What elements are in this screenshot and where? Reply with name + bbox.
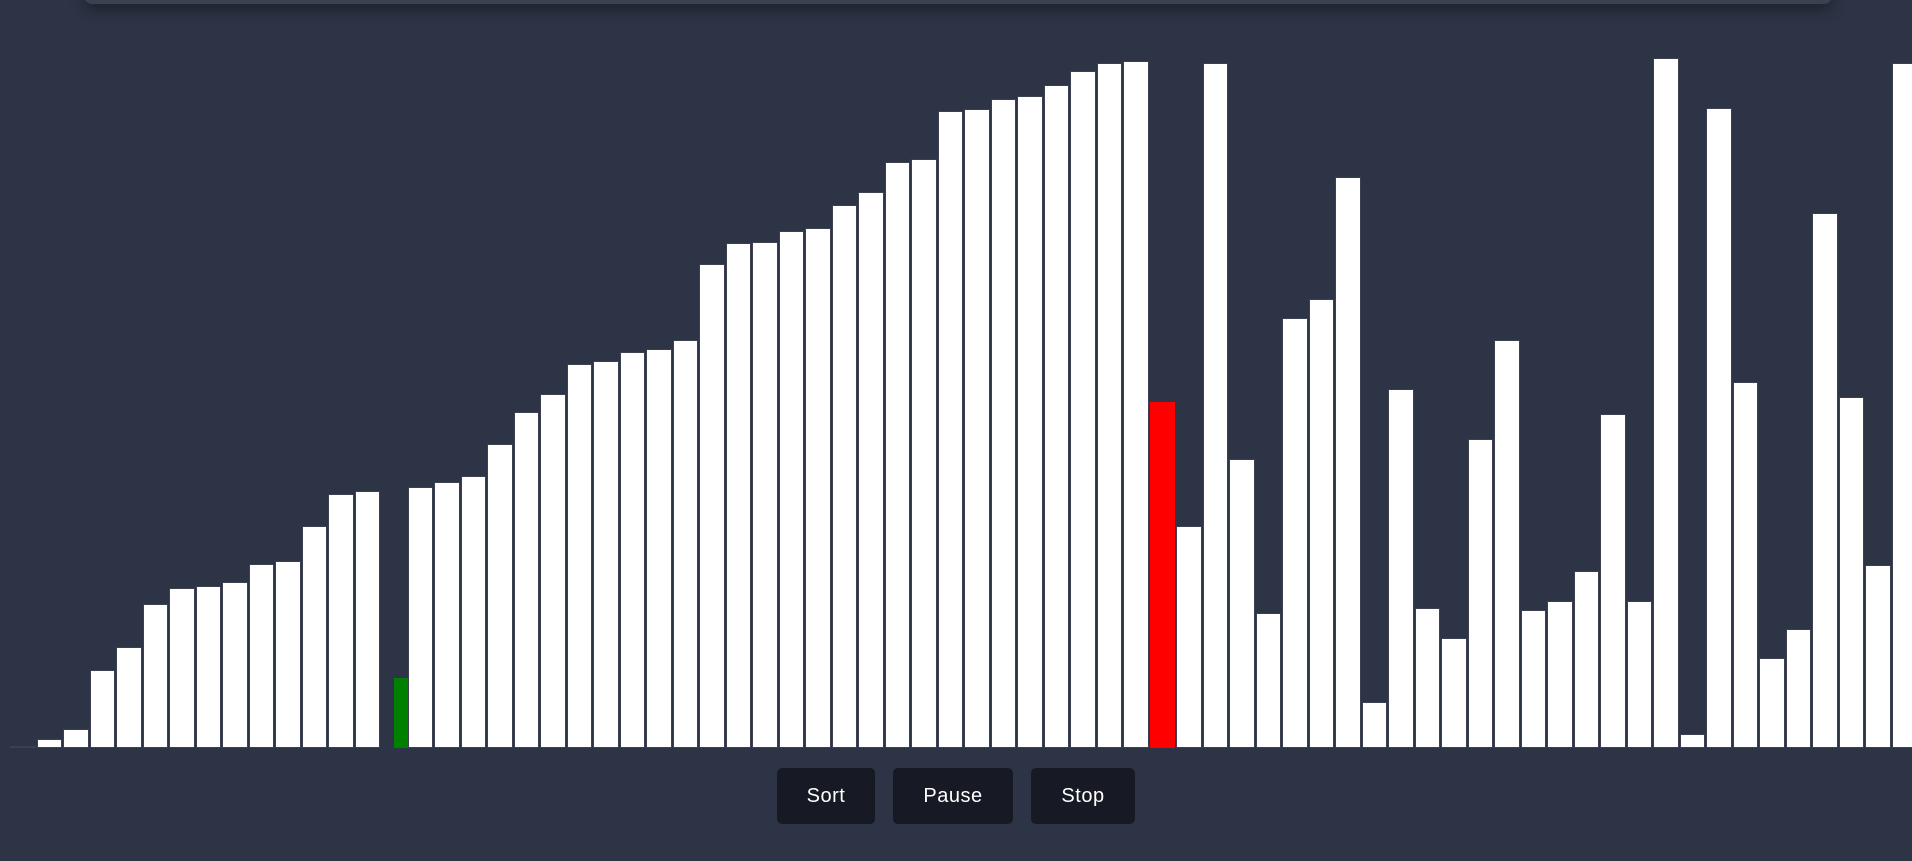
- array-bar: [619, 351, 645, 748]
- top-panel: [84, 0, 1832, 4]
- array-bar-comparing: [1149, 401, 1175, 748]
- array-bar: [566, 364, 592, 748]
- array-bar: [1732, 382, 1758, 748]
- array-bar: [1229, 458, 1255, 748]
- array-bar: [1706, 108, 1732, 748]
- stop-button[interactable]: Stop: [1031, 768, 1135, 824]
- array-bar: [1679, 733, 1705, 748]
- array-bar: [911, 159, 937, 748]
- array-bar: [1441, 637, 1467, 748]
- array-bar: [1600, 414, 1626, 748]
- array-bar: [884, 161, 910, 748]
- array-bar: [1096, 62, 1122, 748]
- array-bar: [1865, 565, 1891, 748]
- array-bar: [1467, 438, 1493, 748]
- array-bar: [142, 603, 168, 748]
- array-bar: [487, 443, 513, 748]
- array-bar: [593, 360, 619, 748]
- array-bar: [1520, 610, 1546, 748]
- array-bar: [990, 99, 1016, 748]
- array-bar: [513, 411, 539, 748]
- array-bar: [937, 111, 963, 748]
- array-bar: [1361, 701, 1387, 748]
- array-bar: [1308, 298, 1334, 748]
- pause-button[interactable]: Pause: [893, 768, 1013, 824]
- array-bar: [275, 561, 301, 748]
- array-bar: [1335, 176, 1361, 748]
- sort-button[interactable]: Sort: [777, 768, 875, 824]
- array-bar: [10, 746, 36, 748]
- array-bar: [1070, 71, 1096, 748]
- array-bar: [407, 486, 433, 748]
- array-bar: [752, 241, 778, 748]
- array-bar: [1626, 601, 1652, 748]
- array-bar: [460, 476, 486, 748]
- array-bar: [540, 394, 566, 748]
- array-bar: [964, 109, 990, 748]
- array-bar: [63, 729, 89, 748]
- array-bar: [725, 242, 751, 748]
- array-bar: [831, 204, 857, 748]
- array-bar: [1494, 339, 1520, 748]
- array-bar: [328, 494, 354, 748]
- array-bar: [858, 191, 884, 748]
- array-bar: [222, 582, 248, 748]
- array-bar: [699, 263, 725, 748]
- array-bar: [1043, 84, 1069, 748]
- array-bar: [1123, 61, 1149, 748]
- array-bar: [434, 482, 460, 748]
- array-bar: [1176, 525, 1202, 748]
- array-bar: [1812, 213, 1838, 748]
- array-bar: [354, 490, 380, 748]
- array-bar: [1547, 601, 1573, 748]
- array-bar: [1414, 607, 1440, 748]
- array-bar: [1017, 95, 1043, 748]
- array-bar: [778, 230, 804, 748]
- array-bar: [36, 739, 62, 748]
- array-bar: [195, 585, 221, 748]
- array-bar: [1785, 629, 1811, 748]
- array-bar: [89, 670, 115, 748]
- array-bar: [301, 525, 327, 748]
- array-bar: [1255, 612, 1281, 748]
- array-bar: [1653, 58, 1679, 748]
- array-bar: [169, 587, 195, 748]
- controls-bar: Sort Pause Stop: [0, 768, 1912, 824]
- array-bar: [1202, 62, 1228, 748]
- array-bar: [1282, 318, 1308, 748]
- array-bar: [646, 348, 672, 748]
- array-bar: [248, 563, 274, 748]
- array-bar: [1759, 657, 1785, 748]
- array-bar: [1573, 570, 1599, 748]
- array-bar: [1838, 397, 1864, 748]
- bars-container: [10, 0, 1912, 748]
- array-bar: [1891, 62, 1912, 748]
- array-bar: [116, 647, 142, 748]
- array-bar: [1388, 389, 1414, 748]
- array-bar: [672, 339, 698, 748]
- array-bar: [805, 228, 831, 748]
